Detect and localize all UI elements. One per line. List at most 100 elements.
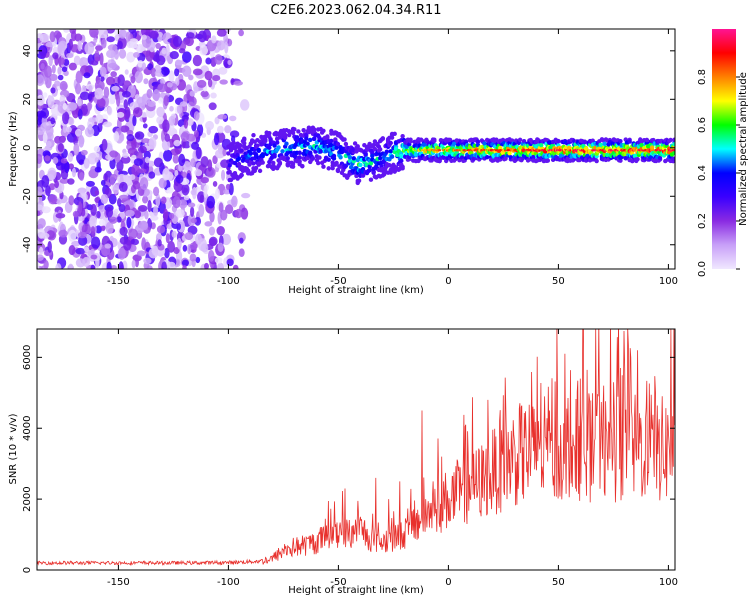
signal-cell	[388, 149, 393, 154]
noise-cell	[148, 248, 159, 259]
noise-cell	[157, 97, 164, 104]
signal-cell	[356, 178, 362, 183]
noise-cell	[132, 180, 141, 190]
noise-cell	[94, 56, 101, 62]
noise-cell	[227, 59, 232, 66]
snr-x-tick-label: 50	[552, 577, 565, 588]
noise-cell	[100, 75, 105, 82]
signal-cell	[639, 142, 644, 148]
noise-cell	[200, 176, 209, 184]
noise-cell	[143, 257, 152, 265]
snr-frame	[36, 328, 676, 571]
noise-cell	[127, 147, 138, 155]
noise-cell	[71, 167, 77, 178]
noise-cell	[126, 134, 135, 142]
spectrogram-x-tick-label: 50	[552, 276, 565, 287]
noise-cell	[168, 115, 176, 126]
snr-y-tick-label: 6000	[22, 345, 33, 370]
noise-cell	[208, 236, 218, 246]
noise-cell	[184, 232, 194, 241]
signal-cell	[263, 137, 268, 142]
colorbar-tick-label: 0.8	[697, 69, 708, 85]
snr-y-ticks: 0 2000 4000 6000	[22, 345, 675, 573]
noise-cell	[90, 248, 95, 255]
noise-cell	[74, 82, 82, 95]
noise-cell	[68, 117, 75, 126]
noise-cell	[150, 215, 159, 221]
noise-cell	[117, 74, 125, 87]
noise-cell	[105, 154, 111, 160]
noise-cell	[204, 262, 209, 269]
noise-cell	[141, 34, 147, 40]
snr-x-tick-label: -50	[330, 577, 346, 588]
noise-cell	[175, 77, 180, 87]
noise-cell	[105, 29, 116, 34]
signal-cell	[267, 145, 272, 150]
noise-cell	[216, 262, 225, 269]
signal-cell	[326, 157, 331, 162]
noise-cell	[77, 108, 83, 120]
noise-cell	[77, 231, 87, 239]
noise-cell	[40, 62, 45, 70]
noise-cell	[116, 159, 124, 172]
signal-cell	[251, 132, 256, 138]
noise-cell	[73, 142, 80, 156]
noise-cell	[116, 94, 121, 107]
noise-cell	[37, 186, 43, 198]
noise-cell	[100, 225, 106, 231]
noise-cell	[231, 195, 238, 208]
signal-cell	[227, 163, 232, 168]
signal-core-cell	[672, 149, 675, 152]
noise-cell	[160, 77, 165, 85]
noise-cell	[234, 208, 243, 219]
signal-cell	[290, 130, 296, 136]
signal-cell	[257, 168, 263, 174]
noise-cell	[87, 102, 92, 111]
signal-cell	[335, 141, 341, 147]
noise-cell	[101, 38, 107, 49]
signal-cell	[475, 139, 481, 144]
signal-cell	[297, 155, 302, 160]
noise-cell	[223, 257, 228, 268]
noise-cell	[194, 169, 203, 177]
noise-cell	[45, 185, 51, 197]
noise-cell	[83, 72, 91, 79]
noise-cell	[147, 63, 154, 71]
noise-cell	[164, 133, 171, 142]
signal-cell	[276, 145, 281, 150]
signal-cell	[531, 154, 536, 160]
noise-cell	[168, 70, 175, 83]
signal-cell	[399, 158, 404, 164]
noise-cell	[44, 155, 51, 162]
snr-panel: -150 -100 -50 0 50 100 0 2000 4000 6000 Height o…	[8, 328, 678, 596]
noise-cell	[50, 117, 56, 125]
noise-cell	[119, 236, 128, 245]
noise-cell	[103, 173, 108, 182]
signal-cell	[627, 139, 632, 144]
noise-cell	[208, 249, 215, 262]
signal-cell	[318, 149, 323, 154]
noise-cell	[161, 67, 170, 76]
snr-y-tick-label: 2000	[22, 486, 33, 511]
signal-cell	[315, 160, 321, 166]
noise-cell	[198, 204, 205, 218]
signal-cell	[503, 156, 508, 161]
noise-cell	[176, 104, 183, 114]
noise-cell	[141, 220, 149, 231]
colorbar-tick-label: 0.2	[697, 213, 708, 229]
signal-cell	[635, 156, 640, 162]
noise-cell	[67, 152, 74, 163]
noise-cell	[114, 48, 120, 60]
snr-y-tick-label: 4000	[22, 416, 33, 441]
noise-cell	[189, 253, 197, 262]
noise-cell	[183, 119, 189, 129]
noise-cell	[107, 92, 116, 105]
noise-cell	[146, 88, 153, 99]
noise-cell	[94, 166, 102, 173]
noise-cell	[123, 80, 131, 86]
signal-cell	[484, 155, 490, 160]
noise-cell	[185, 32, 195, 39]
noise-cell	[116, 216, 122, 223]
noise-cell	[124, 69, 129, 75]
